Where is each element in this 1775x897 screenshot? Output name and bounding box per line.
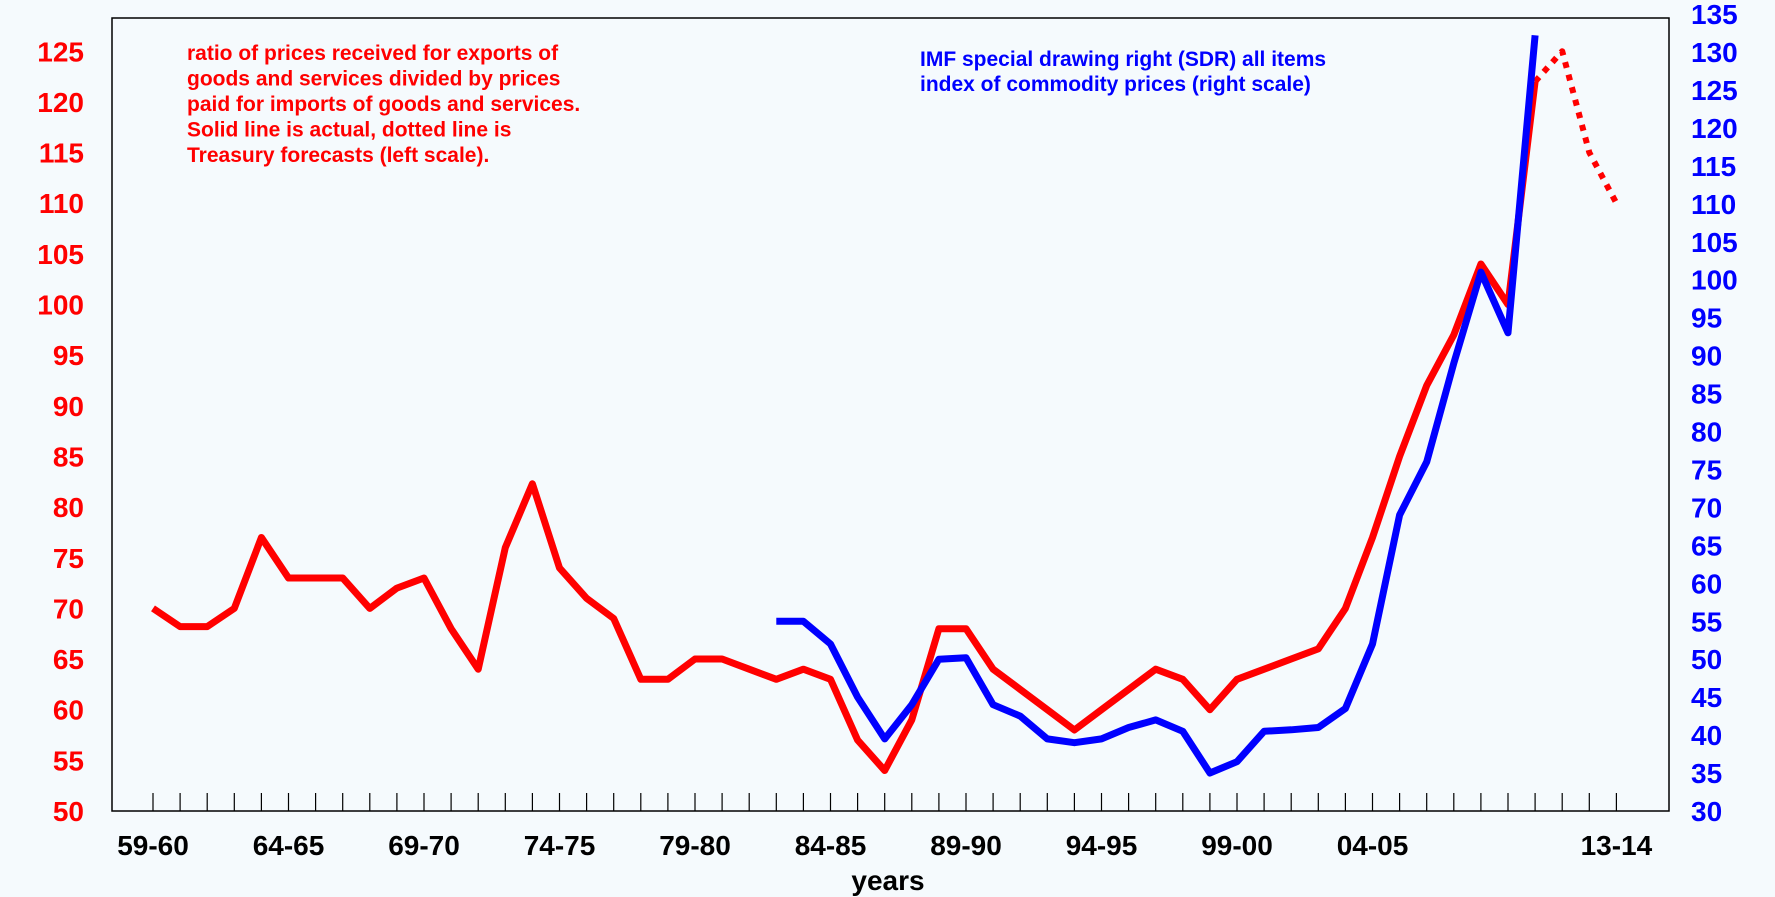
left-tick-label: 55 — [53, 745, 84, 776]
left-tick-label: 65 — [53, 644, 84, 675]
annotation-red-line: Solid line is actual, dotted line is — [187, 119, 511, 142]
right-tick-label: 75 — [1691, 454, 1722, 485]
right-tick-label: 85 — [1691, 379, 1722, 410]
series-line-left-dotted — [1532, 48, 1620, 205]
right-tick-label: 80 — [1691, 417, 1722, 448]
x-tick-label: 89-90 — [930, 830, 1002, 861]
right-tick-label: 40 — [1691, 720, 1722, 751]
left-tick-label: 125 — [37, 36, 84, 67]
right-tick-label: 55 — [1691, 606, 1722, 637]
right-tick-label: 125 — [1691, 75, 1738, 106]
left-tick-label: 80 — [53, 492, 84, 523]
right-tick-label: 45 — [1691, 682, 1722, 713]
x-axis-ticks: 59-60 64-65 69-70 74-75 79-80 84-85 89-90 94-95… — [117, 830, 1652, 861]
left-tick-label: 50 — [53, 796, 84, 827]
x-tick-label: 79-80 — [659, 830, 731, 861]
annotation-red-line: ratio of prices received for exports of — [187, 42, 559, 65]
x-tick-label: 64-65 — [253, 830, 325, 861]
right-tick-label: 130 — [1691, 37, 1738, 68]
right-tick-label: 100 — [1691, 265, 1738, 296]
right-tick-label: 70 — [1691, 492, 1722, 523]
annotation-blue-line: index of commodity prices (right scale) — [920, 73, 1311, 96]
right-axis-ticks: 30 35 40 45 50 55 60 65 70 75 80 85 90 95 100 105 110 115… — [1691, 0, 1738, 827]
left-tick-label: 70 — [53, 593, 84, 624]
annotation-blue: IMF special drawing right (SDR) all item… — [920, 48, 1326, 96]
left-axis-ticks: 50 55 60 65 70 75 80 85 90 95 100 105 110 115 120 125 — [37, 36, 84, 827]
right-tick-label: 120 — [1691, 113, 1738, 144]
right-tick-label: 60 — [1691, 568, 1722, 599]
annotation-red-line: paid for imports of goods and services. — [187, 93, 580, 116]
series-layer — [151, 34, 1620, 777]
left-tick-label: 105 — [37, 239, 84, 270]
plot-area — [111, 17, 1670, 812]
annotation-blue-line: IMF special drawing right (SDR) all item… — [920, 48, 1326, 71]
series-line-right-solid — [776, 34, 1539, 777]
left-tick-label: 75 — [53, 543, 84, 574]
left-tick-label: 85 — [53, 441, 84, 472]
left-tick-label: 95 — [53, 340, 84, 371]
x-tick-label: 59-60 — [117, 830, 189, 861]
series-line-left-solid — [151, 81, 1539, 774]
x-minor-ticks — [152, 793, 1618, 811]
right-tick-label: 115 — [1691, 151, 1736, 182]
annotation-red-line: goods and services divided by prices — [187, 68, 560, 91]
x-axis-title: years — [851, 865, 924, 896]
left-tick-label: 100 — [37, 290, 84, 321]
x-tick-label: 74-75 — [524, 830, 596, 861]
right-tick-label: 135 — [1691, 0, 1738, 30]
x-tick-label: 94-95 — [1066, 830, 1138, 861]
annotation-red-line: Treasury forecasts (left scale). — [187, 144, 489, 167]
right-tick-label: 90 — [1691, 341, 1722, 372]
left-tick-label: 115 — [39, 138, 84, 169]
left-tick-label: 90 — [53, 391, 84, 422]
right-tick-label: 110 — [1691, 189, 1736, 220]
x-tick-label: 13-14 — [1581, 830, 1653, 861]
right-tick-label: 35 — [1691, 758, 1722, 789]
x-tick-label: 99-00 — [1201, 830, 1273, 861]
x-tick-label: 04-05 — [1337, 830, 1409, 861]
right-tick-label: 65 — [1691, 530, 1722, 561]
left-tick-label: 60 — [53, 695, 84, 726]
annotation-red: ratio of prices received for exports of g… — [187, 42, 580, 167]
x-tick-label: 84-85 — [795, 830, 867, 861]
left-tick-label: 120 — [37, 87, 84, 118]
right-tick-label: 30 — [1691, 796, 1722, 827]
left-tick-label: 110 — [39, 188, 84, 219]
right-tick-label: 50 — [1691, 644, 1722, 675]
right-tick-label: 105 — [1691, 227, 1738, 258]
x-tick-label: 69-70 — [388, 830, 460, 861]
right-tick-label: 95 — [1691, 303, 1722, 334]
